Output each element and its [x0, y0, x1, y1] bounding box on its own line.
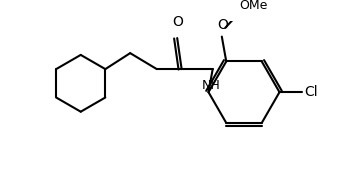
Text: Cl: Cl [304, 85, 318, 99]
Text: NH: NH [202, 79, 220, 92]
Text: O: O [172, 15, 183, 29]
Text: O: O [217, 18, 228, 32]
Text: OMe: OMe [240, 0, 268, 12]
